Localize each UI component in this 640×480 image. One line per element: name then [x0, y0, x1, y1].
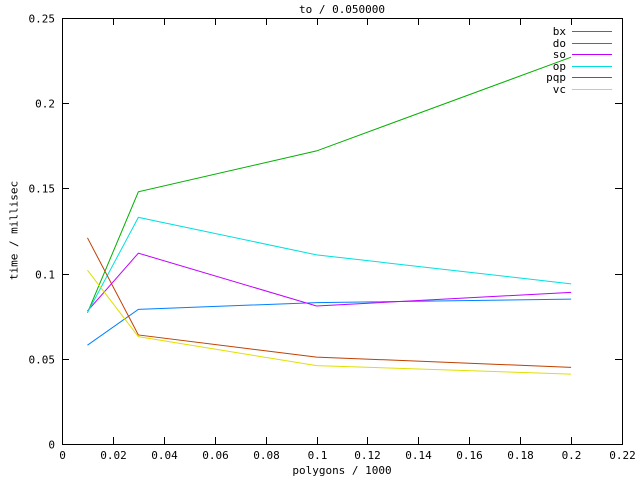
legend-label-do: do: [553, 37, 566, 50]
legend-label-vc: vc: [553, 83, 566, 96]
series-line-pqp: [87, 237, 572, 368]
chart-title: to / 0.050000: [298, 3, 386, 16]
y-tick-label: 0.2: [35, 98, 55, 111]
series-line-so: [87, 252, 572, 312]
x-tick-label: 0.06: [202, 449, 229, 462]
series-line-bx: [86, 56, 572, 313]
x-tick-label: 0.22: [609, 449, 636, 462]
plot-border: [62, 18, 623, 445]
x-tick-label: 0.16: [456, 449, 483, 462]
y-axis-label: time / millisec: [7, 180, 21, 281]
x-tick-label: 0.08: [253, 449, 280, 462]
legend-label-bx: bx: [553, 25, 567, 38]
series-line-op: [87, 216, 572, 314]
legend-label-pqp: pqp: [546, 71, 566, 84]
legend-label-so: so: [553, 48, 566, 61]
legend-label-op: op: [553, 60, 566, 73]
y-tick-label: 0.15: [29, 183, 56, 196]
y-axis-ticks: 0 0.05 0.1 0.15 0.2 0.25: [29, 13, 622, 452]
series-line-do: [87, 298, 572, 346]
x-tick-label: 0.04: [151, 449, 178, 462]
x-tick-label: 0.12: [354, 449, 381, 462]
x-tick-label: 0.14: [405, 449, 432, 462]
x-axis-ticks: 0 0.02 0.04 0.06 0.08 0.1 0.12 0.14 0.16 0.18 0.2 0…: [59, 18, 636, 462]
x-tick-label: 0: [59, 449, 66, 462]
y-tick-label: 0: [48, 439, 55, 452]
x-tick-label: 0.02: [100, 449, 127, 462]
x-tick-label: 0.1: [308, 449, 328, 462]
y-tick-label: 0.1: [35, 269, 55, 282]
x-axis-label: polygons / 1000: [292, 464, 392, 477]
y-tick-label: 0.25: [29, 13, 56, 26]
x-tick-label: 0.18: [507, 449, 534, 462]
y-tick-label: 0.05: [29, 354, 56, 367]
x-tick-label: 0.2: [562, 449, 582, 462]
series-lines: [86, 56, 572, 375]
series-line-vc: [87, 269, 572, 375]
